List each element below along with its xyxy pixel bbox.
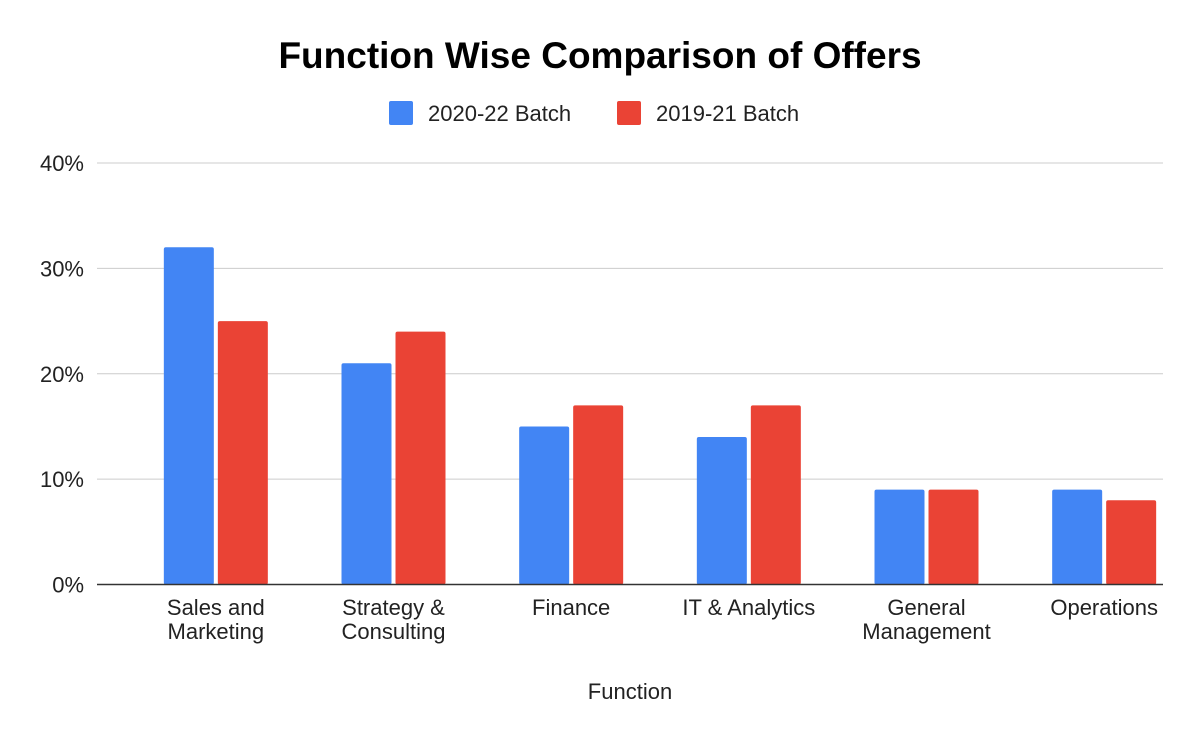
x-tick-label-line: Marketing <box>168 619 265 644</box>
x-tick-label-line: Finance <box>532 595 610 620</box>
bar-series-1 <box>696 436 747 585</box>
bar-series-1 <box>1052 489 1103 585</box>
legend-label: 2020-22 Batch <box>428 101 571 126</box>
y-tick-label: 0% <box>52 573 84 598</box>
bar-series-1 <box>874 489 925 585</box>
bar-series-2 <box>1106 500 1157 585</box>
x-tick-label: Finance <box>532 595 610 620</box>
gridlines <box>97 162 1163 480</box>
y-tick-label: 10% <box>40 467 84 492</box>
chart-title: Function Wise Comparison of Offers <box>278 35 921 76</box>
legend: 2020-22 Batch 2019-21 Batch <box>389 101 799 126</box>
bar-series-1 <box>519 426 570 585</box>
bar-series-1 <box>163 247 214 585</box>
bar-series-2 <box>573 405 624 585</box>
x-tick-label-line: IT & Analytics <box>682 595 815 620</box>
y-tick-label: 20% <box>40 362 84 387</box>
bar-series-1 <box>341 363 392 585</box>
x-tick-label: Operations <box>1050 595 1158 620</box>
y-tick-label: 30% <box>40 256 84 281</box>
legend-item: 2020-22 Batch <box>389 101 571 126</box>
x-tick-label-line: Consulting <box>342 619 446 644</box>
y-axis-ticks: 0% 10% 20% 30% 40% <box>40 151 84 598</box>
x-axis-title: Function <box>588 679 672 704</box>
bar-series-2 <box>928 489 979 585</box>
x-tick-label-line: Sales and <box>167 595 265 620</box>
x-tick-label-line: Operations <box>1050 595 1158 620</box>
x-tick-label-line: Management <box>862 619 990 644</box>
x-tick-label: Strategy &Consulting <box>342 595 446 644</box>
legend-label: 2019-21 Batch <box>656 101 799 126</box>
x-tick-label-line: Strategy & <box>342 595 445 620</box>
y-tick-label: 40% <box>40 151 84 176</box>
bar-series-2 <box>750 405 801 585</box>
bar-series-2 <box>395 331 446 585</box>
bars <box>163 247 1157 585</box>
legend-item: 2019-21 Batch <box>617 101 799 126</box>
x-tick-label-line: General <box>887 595 965 620</box>
bar-series-2 <box>217 321 268 585</box>
x-tick-label: IT & Analytics <box>682 595 815 620</box>
legend-swatch <box>617 101 641 125</box>
legend-swatch <box>389 101 413 125</box>
